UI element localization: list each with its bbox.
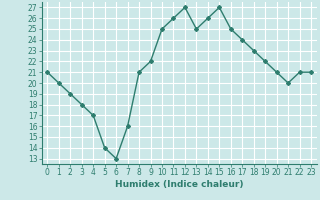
X-axis label: Humidex (Indice chaleur): Humidex (Indice chaleur) <box>115 180 244 189</box>
